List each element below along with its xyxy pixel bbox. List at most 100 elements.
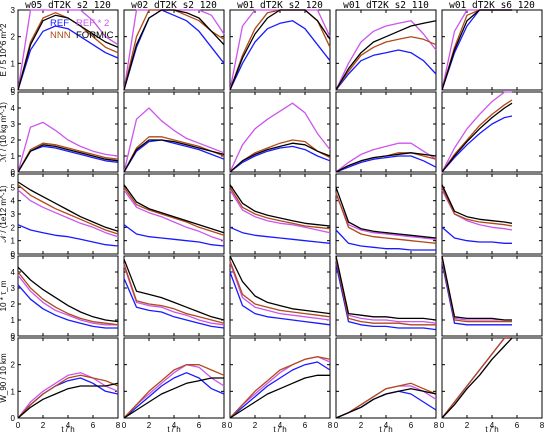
y-tick-label: 3 — [11, 334, 16, 343]
legend-ref: REF — [50, 18, 69, 29]
y-tick-label: 3 — [11, 6, 16, 15]
panel — [229, 91, 331, 173]
column-title: w01_dT2K_s6_120 — [449, 0, 535, 11]
x-tick-label: 2 — [147, 421, 152, 430]
panel — [229, 9, 331, 91]
panel: 0 1 2 3 — [11, 6, 119, 95]
y-axis-label: W_90 / 10 km — [0, 353, 8, 403]
series-line-ref — [335, 263, 437, 331]
panel — [229, 255, 331, 337]
panel-frame — [441, 9, 543, 91]
series-line-formic — [229, 184, 331, 227]
x-tick-label: 6 — [197, 421, 202, 430]
series-line-nnn — [441, 187, 513, 227]
series-line-nnn — [441, 259, 512, 323]
panel-frame — [123, 9, 225, 91]
series-line-nnn — [17, 184, 119, 235]
y-axis-label: 10 * τ_m — [0, 280, 8, 311]
column-title: w01_dT2K_s2_120 — [237, 0, 323, 11]
series-line-ref — [123, 139, 225, 173]
series-line-ref2 — [123, 364, 225, 419]
y-axis-label: 𝒩 / (1e12 m^-1) — [0, 185, 8, 243]
series-line-nnn — [229, 260, 331, 318]
series-line-nnn — [335, 382, 437, 419]
series-line-ref — [229, 361, 331, 419]
series-line-ref2 — [229, 189, 331, 234]
series-line-ref2 — [229, 102, 331, 173]
series-line-nnn — [441, 337, 512, 419]
x-tick-label: 8 — [434, 421, 439, 430]
x-tick-label: 2 — [359, 421, 364, 430]
series-line-nnn — [335, 36, 437, 91]
x-tick-label: 0 — [228, 421, 233, 430]
series-line-ref2 — [335, 193, 437, 240]
panel: 0 2 4 6 8 — [440, 337, 545, 430]
series-line-formic — [335, 388, 437, 419]
series-line-nnn — [441, 99, 513, 173]
series-line-ref — [441, 226, 512, 244]
legend-nnn: NNN — [50, 30, 71, 41]
series-line-ref — [229, 226, 331, 244]
x-tick-label: 6 — [515, 421, 520, 430]
panel-frame — [441, 337, 543, 419]
panel — [335, 255, 437, 337]
y-tick-label: 4 — [11, 104, 16, 113]
x-axis-label: t / h — [485, 425, 498, 434]
panel — [335, 9, 437, 91]
x-axis-label: t / h — [273, 425, 286, 434]
panel: 0 2 4 6 8 — [122, 337, 227, 430]
series-line-nnn — [123, 364, 225, 419]
panel — [123, 255, 225, 337]
panel — [441, 9, 543, 91]
panel-frame — [123, 255, 225, 337]
x-axis-label: t / h — [379, 425, 392, 434]
series-line-ref — [335, 49, 437, 91]
x-tick-label: 2 — [465, 421, 470, 430]
series-line-ref2 — [335, 20, 437, 91]
y-axis-label: ℳ / (10 kg m^-1) — [0, 102, 8, 162]
series-line-ref2 — [123, 9, 225, 91]
series-line-ref2 — [441, 91, 512, 173]
series-line-ref2 — [17, 274, 118, 326]
series-line-nnn — [17, 271, 119, 326]
y-tick-label: 5 — [11, 183, 16, 192]
panel: 0 1 2 3 4 5 — [11, 88, 119, 177]
y-tick-label: 1 — [11, 237, 16, 246]
x-tick-label: 6 — [91, 421, 96, 430]
y-tick-label: 4 — [11, 197, 16, 206]
y-tick-label: 0 — [11, 414, 16, 423]
series-line-nnn — [17, 142, 119, 173]
x-tick-label: 4 — [384, 421, 389, 430]
series-line-ref2 — [123, 107, 225, 173]
panel — [229, 173, 331, 255]
series-line-formic — [229, 255, 331, 315]
y-tick-label: 2 — [11, 33, 16, 42]
series-line-formic — [17, 181, 119, 232]
series-line-formic — [123, 377, 224, 419]
x-tick-label: 0 — [16, 421, 21, 430]
y-tick-label: 0 — [11, 168, 16, 177]
x-tick-label: 4 — [490, 421, 495, 430]
series-line-formic — [17, 14, 119, 91]
series-line-formic — [123, 9, 225, 91]
series-line-formic — [441, 184, 513, 224]
series-line-ref — [335, 390, 437, 419]
y-tick-label: 1 — [11, 59, 16, 68]
y-tick-label: 2 — [11, 223, 16, 232]
x-tick-label: 6 — [409, 421, 414, 430]
series-line-ref — [229, 145, 331, 173]
panel — [335, 91, 437, 173]
series-line-ref — [335, 229, 436, 251]
series-line-ref — [17, 284, 118, 329]
y-tick-label: 1 — [11, 316, 16, 325]
series-line-formic — [335, 20, 437, 91]
x-tick-label: 8 — [116, 421, 121, 430]
series-line-formic — [123, 184, 225, 234]
x-tick-label: 8 — [328, 421, 333, 430]
series-line-ref — [123, 278, 225, 329]
panel — [123, 9, 225, 91]
series-line-formic — [441, 255, 512, 321]
panel-frame — [335, 255, 437, 337]
